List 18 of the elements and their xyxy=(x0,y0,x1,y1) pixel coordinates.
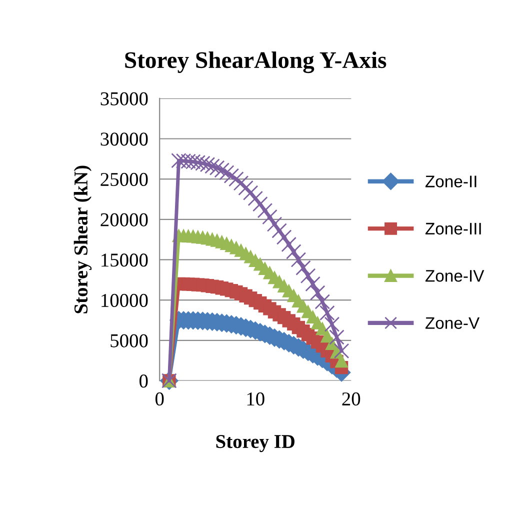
chart-title: Storey ShearAlong Y-Axis xyxy=(125,51,386,74)
y-axis-title: Storey Shear (kN) xyxy=(74,166,92,314)
legend-label: Zone-III xyxy=(425,222,481,235)
y-tick-label: 10000 xyxy=(102,294,148,308)
x-tick-label: 10 xyxy=(247,392,264,406)
y-tick-label: 25000 xyxy=(100,172,148,186)
y-tick-label: 0 xyxy=(140,374,148,388)
legend-label: Zone-II xyxy=(425,176,476,188)
y-tick-label: 35000 xyxy=(100,92,148,106)
y-tick-label: 5000 xyxy=(110,334,148,348)
legend-label: Zone-IV xyxy=(425,270,484,282)
y-tick-label: 30000 xyxy=(100,132,148,146)
x-tick-label: 0 xyxy=(155,392,164,406)
y-tick-label: 20000 xyxy=(100,213,148,226)
x-tick-label: 20 xyxy=(342,392,360,406)
legend-label: Zone-V xyxy=(425,317,480,329)
y-tick-label: 15000 xyxy=(102,254,148,267)
x-axis-title: Storey ID xyxy=(216,435,294,452)
